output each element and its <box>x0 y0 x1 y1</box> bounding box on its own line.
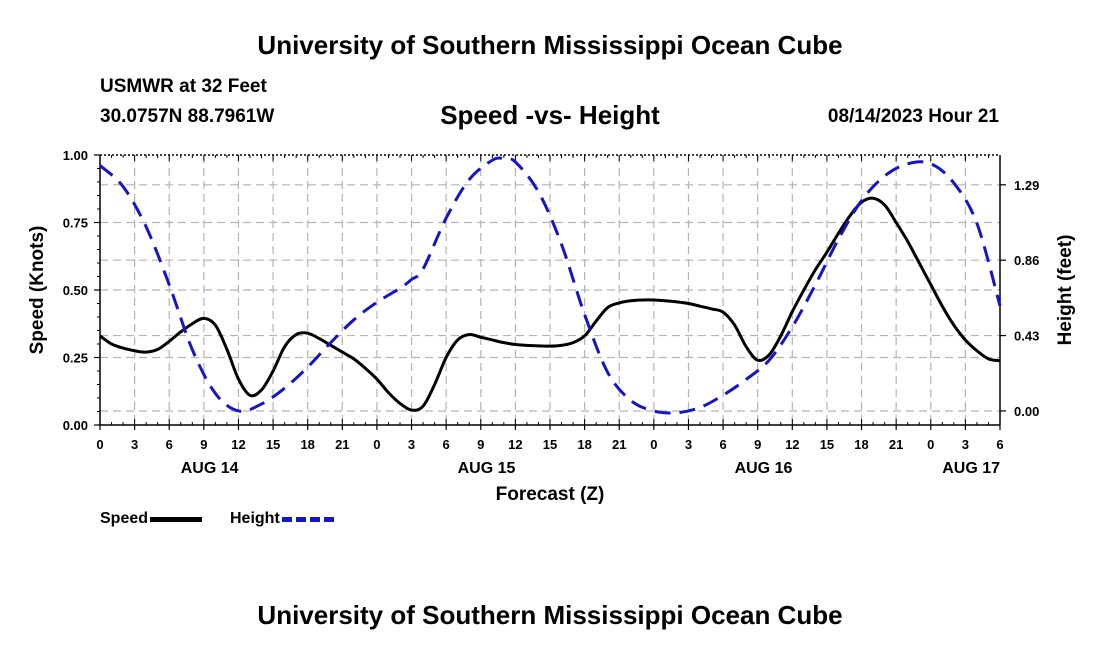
x-tick-label: 12 <box>785 437 799 452</box>
x-tick-label: 12 <box>231 437 245 452</box>
x-tick-label: 21 <box>612 437 626 452</box>
main-title: University of Southern Mississippi Ocean… <box>257 30 843 60</box>
x-tick-label: 9 <box>200 437 207 452</box>
y-right-tick-label: 0.43 <box>1014 329 1039 344</box>
series-line-height <box>98 156 1002 415</box>
station-coordinates: 30.0757N 88.7961W <box>100 106 275 127</box>
x-tick-label: 0 <box>96 437 103 452</box>
x-tick-label: 0 <box>650 437 657 452</box>
x-tick-label: 3 <box>131 437 138 452</box>
series-line-speed <box>99 196 1001 412</box>
y-left-tick-label: 0.25 <box>63 351 88 366</box>
x-tick-label: 15 <box>543 437 557 452</box>
y-right-tick-label: 0.86 <box>1014 253 1039 268</box>
y-axis-right-title: Height (feet) <box>1055 235 1076 346</box>
x-day-label: AUG 15 <box>458 460 516 477</box>
x-tick-label: 6 <box>719 437 726 452</box>
legend-height-label: Height <box>230 510 280 527</box>
y-right-tick-label: 0.00 <box>1014 404 1039 419</box>
station-name: USMWR at 32 Feet <box>100 76 267 97</box>
x-tick-label: 15 <box>820 437 834 452</box>
x-tick-label: 12 <box>508 437 522 452</box>
x-tick-label: 0 <box>927 437 934 452</box>
y-axis-left-title: Speed (Knots) <box>27 226 48 355</box>
forecast-datetime: 08/14/2023 Hour 21 <box>827 106 999 127</box>
x-tick-label: 6 <box>996 437 1003 452</box>
y-left-tick-label: 0.75 <box>63 216 88 231</box>
legend-speed-label: Speed <box>100 510 149 527</box>
y-left-tick-label: 1.00 <box>63 148 88 163</box>
x-tick-label: 21 <box>889 437 903 452</box>
x-tick-label: 9 <box>477 437 484 452</box>
x-tick-label: 18 <box>300 437 314 452</box>
x-tick-label: 3 <box>685 437 692 452</box>
legend-speed: Speed <box>100 510 203 528</box>
y-right-tick-label: 1.29 <box>1014 178 1039 193</box>
x-tick-label: 6 <box>443 437 450 452</box>
x-tick-label: 15 <box>266 437 280 452</box>
x-axis-title: Forecast (Z) <box>496 484 605 505</box>
x-tick-label: 18 <box>854 437 868 452</box>
x-tick-label: 3 <box>408 437 415 452</box>
footer-title: University of Southern Mississippi Ocean… <box>257 600 843 630</box>
x-tick-label: 18 <box>577 437 591 452</box>
y-left-tick-label: 0.50 <box>63 283 88 298</box>
x-day-label: AUG 16 <box>735 460 793 477</box>
x-tick-label: 3 <box>962 437 969 452</box>
x-tick-label: 0 <box>373 437 380 452</box>
y-left-tick-label: 0.00 <box>63 418 88 433</box>
x-day-label: AUG 14 <box>181 460 239 477</box>
legend-height: Height <box>230 510 334 528</box>
x-tick-label: 9 <box>754 437 761 452</box>
x-tick-label: 21 <box>335 437 349 452</box>
x-tick-label: 6 <box>166 437 173 452</box>
legend-height-swatch <box>281 516 334 522</box>
chart-subtitle: Speed -vs- Height <box>440 100 660 130</box>
legend-speed-swatch <box>150 516 203 522</box>
x-day-label: AUG 17 <box>942 460 1000 477</box>
